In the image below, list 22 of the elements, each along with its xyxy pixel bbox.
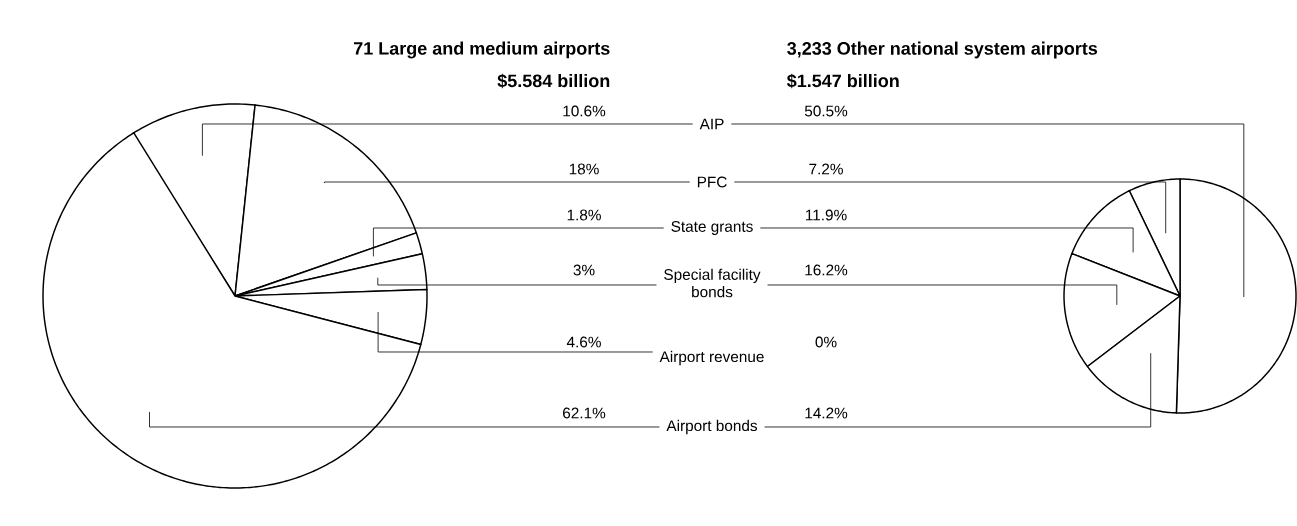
data-label: 62.1% xyxy=(563,407,606,419)
slice-label: PFC xyxy=(697,176,727,188)
data-label: 16.2% xyxy=(805,264,848,276)
chart-title: 71 Large and medium airports xyxy=(354,41,610,59)
chart-subtitle: $1.547 billion xyxy=(786,73,899,89)
data-label: 1.8% xyxy=(567,209,601,221)
data-label: 50.5% xyxy=(804,105,848,117)
data-label: 10.6% xyxy=(563,105,606,117)
slice-label: Airport bonds xyxy=(666,419,758,435)
chart-title: 3,233 Other national system airports xyxy=(787,41,1098,59)
text: 0% xyxy=(815,336,837,348)
slice-label: Special facility bonds xyxy=(664,268,761,298)
slice-label: AIP xyxy=(699,118,724,130)
data-label: 18% xyxy=(569,163,599,175)
data-label: 14.2% xyxy=(805,407,848,419)
data-label: 3% xyxy=(573,264,595,276)
data-label: 11.9% xyxy=(806,209,847,221)
data-label: 7.2% xyxy=(809,163,843,175)
slice-label: State grants xyxy=(671,221,753,235)
chart-subtitle: $5.584 billion xyxy=(497,73,610,89)
slice-label: Airport revenue xyxy=(659,350,764,366)
data-label: 4.6% xyxy=(566,336,601,348)
